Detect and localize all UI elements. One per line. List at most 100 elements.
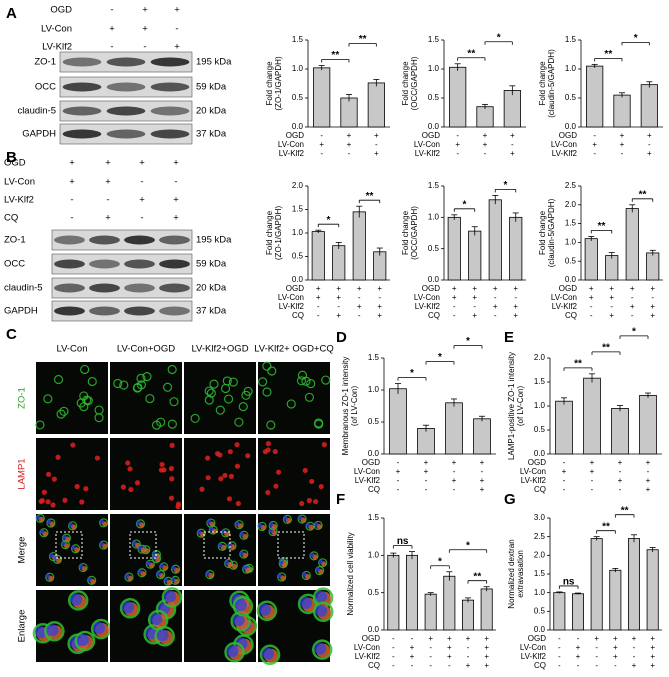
significance-label: ** [602,342,610,353]
panel-label: D [336,329,347,346]
condition-sign: + [650,634,655,643]
red-signal [45,471,52,477]
condition-sign: - [320,149,323,158]
green-signal [311,639,333,660]
condition-sign: + [613,652,618,661]
green-signal [142,371,152,382]
condition-sign: + [480,485,485,494]
significance-label: * [497,32,501,43]
green-signal [190,413,200,424]
blue-signal [315,567,320,573]
y-tick-label: 0.5 [428,244,440,253]
blue-signal [297,515,303,521]
y-tick-label: 1.5 [368,513,380,522]
band-size: 59 kDa [196,82,227,93]
condition-sign: + [632,634,637,643]
blue-signal [232,614,245,627]
blot-band [124,283,155,293]
condition-sign: - [648,140,651,149]
condition-label: LV-Klf2 [521,652,547,661]
y-tick-label: 3.0 [534,513,546,522]
band-label: ZO-1 [34,57,56,68]
condition-sign: + [466,661,471,670]
condition-sign: - [411,661,414,670]
condition-sign: + [139,158,145,169]
condition-sign: + [480,476,485,485]
y-tick-label: 0.5 [292,252,304,261]
y-axis-label: (ZO-1/GAPDH) [274,56,283,111]
condition-label: OGD [528,458,546,467]
condition-sign: - [425,476,428,485]
significance-label: ** [467,48,475,59]
condition-sign: + [513,311,518,320]
blot-band [150,106,190,116]
condition-sign: - [397,458,400,467]
condition-sign: - [429,643,432,652]
condition-sign: + [630,302,635,311]
blue-signal [46,624,59,637]
blot-band [159,283,190,293]
green-signal [215,405,225,415]
blue-signal [93,622,106,635]
red-signal [318,483,324,490]
significance-label: * [410,368,414,379]
green-signal [232,595,254,617]
condition-label: LV-Con [551,293,577,302]
blue-signal [309,552,315,558]
condition-sign: + [620,140,625,149]
condition-sign: + [484,652,489,661]
blot-band [150,57,190,67]
green-signal [223,394,234,404]
red-signal [134,480,141,486]
micrograph [184,438,256,510]
blue-signal [235,637,248,650]
blue-signal [224,560,230,565]
band-size: 37 kDa [196,129,227,140]
red-signal [169,476,175,482]
blue-signal [277,573,283,579]
bar [625,208,639,281]
blot-band [89,259,120,269]
significance-label: ns [397,536,409,547]
condition-sign: + [513,284,518,293]
condition-sign: + [609,311,614,320]
zoom-box [55,531,83,559]
bar [373,251,387,281]
bar [443,575,456,631]
green-signal [296,376,307,386]
significance-label: * [466,336,470,347]
y-tick-label: 1.0 [534,401,546,410]
column-label: LV-Con+OGD [117,344,175,355]
condition-sign: + [590,467,595,476]
condition-sign: - [337,302,340,311]
condition-sign: - [619,485,622,494]
blot-band [106,82,146,92]
condition-sign: - [563,458,566,467]
condition-sign: - [558,652,561,661]
red-signal [79,499,85,505]
significance-label: * [463,199,467,210]
y-tick-label: 2.0 [534,353,546,362]
condition-sign: + [319,140,324,149]
blot-band [159,259,190,269]
red-signal [168,495,175,501]
band-label: claudin-5 [17,106,56,117]
condition-label: LV-Con [520,467,546,476]
condition-sign: - [425,485,428,494]
row-label: Merge [17,537,28,564]
y-tick-label: 1.0 [292,228,304,237]
bar [646,252,660,281]
blue-signal [257,523,263,528]
condition-sign: + [173,195,179,206]
condition-sign: + [377,311,382,320]
condition-sign: - [143,42,146,53]
green-signal [67,590,89,611]
blue-signal [313,522,319,527]
red-signal [235,500,241,507]
condition-sign: + [173,213,179,224]
condition-sign: - [378,293,381,302]
blue-signal [234,599,247,612]
red-signal [45,499,51,505]
condition-label: LV-Con [551,140,577,149]
blue-signal [208,526,214,532]
